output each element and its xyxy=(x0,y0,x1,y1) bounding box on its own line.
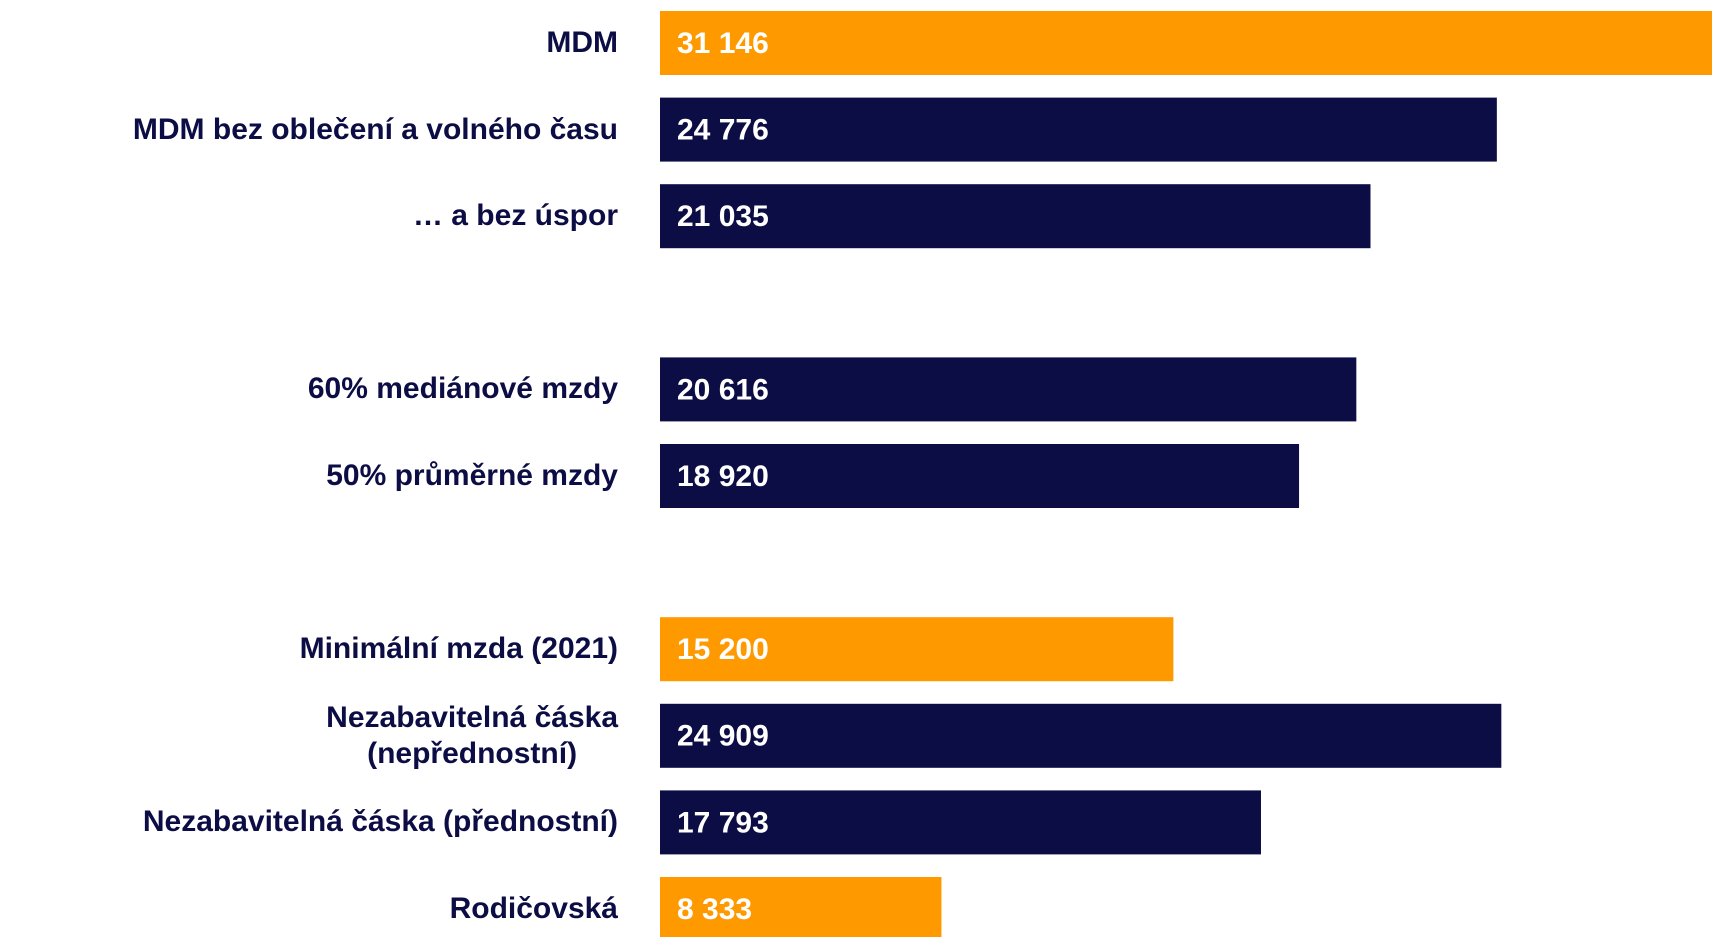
bar xyxy=(660,617,1174,682)
value-label: 17 793 xyxy=(677,806,769,839)
bar xyxy=(660,357,1357,422)
value-label: 20 616 xyxy=(677,373,769,406)
category-label: 60% mediánové mzdy xyxy=(307,372,618,406)
bar xyxy=(660,703,1502,768)
bar xyxy=(660,11,1712,75)
category-label: … a bez úspor xyxy=(412,199,618,233)
category-label: MDM bez oblečení a volného času xyxy=(132,112,618,146)
category-label: 50% průměrné mzdy xyxy=(326,459,618,492)
value-label: 31 146 xyxy=(677,27,769,60)
category-label: Nezabavitelná čáska (nepřednostní) xyxy=(326,700,618,770)
value-label: 15 200 xyxy=(677,633,769,666)
value-label: 24 776 xyxy=(677,114,769,147)
bar xyxy=(660,97,1497,162)
bar xyxy=(660,877,942,937)
bar xyxy=(660,790,1261,855)
bar xyxy=(660,444,1300,508)
value-label: 24 909 xyxy=(677,720,769,753)
bar xyxy=(660,184,1371,249)
category-label: MDM xyxy=(546,26,618,59)
category-label: Rodičovská xyxy=(449,892,618,925)
value-label: 18 920 xyxy=(677,460,769,493)
value-label: 8 333 xyxy=(677,893,752,926)
category-label: Nezabavitelná čáska (přednostní) xyxy=(142,805,618,839)
value-label: 21 035 xyxy=(677,200,769,233)
category-label: Minimální mzda (2021) xyxy=(299,632,618,666)
